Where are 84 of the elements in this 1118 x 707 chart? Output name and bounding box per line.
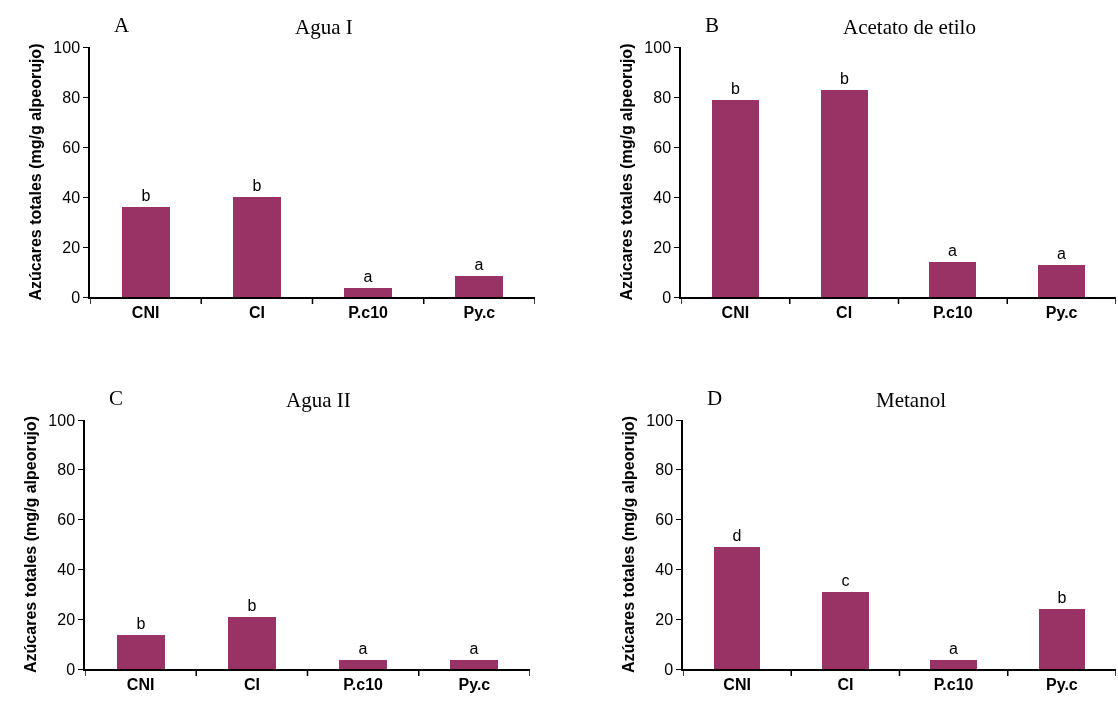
x-tick-label: CI [836,303,853,321]
x-tick-label: CNI [723,675,751,693]
data-label: a [949,640,958,657]
bar [930,660,977,669]
x-tick-label: CI [837,675,854,693]
bar [122,207,170,297]
x-tick-label: CNI [721,303,750,321]
y-tick-label: 20 [653,238,672,256]
bar [822,592,869,669]
bar [714,547,760,669]
x-tick-label: Py.c [463,303,496,321]
x-tick-label: P.c10 [932,303,973,321]
y-tick-label: 80 [62,88,81,106]
bar [821,90,868,297]
y-tick-label: 60 [655,511,674,529]
text: A [114,13,130,37]
y-tick-label: 40 [655,561,674,578]
bar [450,660,498,669]
data-label: a [469,640,479,657]
bar [339,660,387,669]
y-tick-label: 80 [57,461,76,479]
text: B [705,13,720,37]
y-tick-label: 80 [655,461,674,479]
data-label: b [840,70,849,87]
y-tick-label: 20 [655,610,674,628]
y-tick-label: 60 [653,138,672,156]
y-tick-label: 20 [57,610,76,628]
y-tick-label: 80 [653,88,672,106]
y-tick-label: 100 [644,38,672,56]
y-tick-label: 100 [48,411,76,429]
x-tick-label: CNI [131,303,160,321]
y-tick-label: 40 [57,561,76,578]
data-label: c [841,572,850,589]
bar [1039,609,1085,669]
data-label: a [358,640,368,657]
y-tick-label: 0 [664,660,674,678]
chart-title: Agua II [286,388,351,412]
y-axis-title: Azúcares totales (mg/g alpeorujo) [21,416,39,673]
y-tick-label: 20 [62,238,81,256]
y-axis-title: Azúcares totales (mg/g alpeorujo) [619,416,637,673]
bar [117,635,165,669]
x-tick-label: Py.c [1045,303,1078,321]
data-label: b [1057,589,1067,606]
x-tick-label: P.c10 [348,303,389,321]
y-tick-label: 40 [62,188,81,206]
x-tick-label: Py.c [1046,675,1078,693]
chart-title: Agua I [295,15,353,39]
bar [929,262,976,297]
data-label: b [141,187,151,204]
bar [228,617,276,669]
data-label: a [363,268,373,285]
data-label: b [731,80,740,97]
y-tick-label: 60 [62,138,81,156]
chart-title: Metanol [876,388,947,412]
x-tick-label: CI [248,303,265,321]
x-tick-label: P.c10 [343,675,384,693]
y-axis-title: Azúcares totales (mg/g alpeorujo) [617,43,635,301]
y-tick-label: 100 [53,38,81,56]
y-axis-title: Azúcares totales (mg/g alpeorujo) [26,43,44,301]
y-tick-label: 60 [57,511,76,529]
data-label: b [247,597,257,614]
data-label: d [732,527,742,544]
x-tick-label: CI [243,675,260,693]
chart-title: Acetato de etilo [843,15,976,39]
bar [344,288,392,297]
y-tick-label: 40 [653,188,672,206]
x-tick-label: CNI [126,675,155,693]
x-tick-label: P.c10 [933,675,974,693]
data-label: a [948,242,957,259]
bar [1038,265,1085,297]
text: C [109,386,124,410]
text: D [707,386,723,410]
y-tick-label: 0 [71,288,81,306]
y-tick-label: 0 [662,288,672,306]
x-tick-label: Py.c [458,675,491,693]
bar [233,197,281,297]
data-label: a [1057,245,1066,262]
data-label: a [474,256,484,273]
y-tick-label: 100 [646,411,674,429]
bar [712,100,759,297]
data-label: b [136,615,146,632]
data-label: b [252,177,262,194]
bar [455,276,503,297]
y-tick-label: 0 [66,660,76,678]
